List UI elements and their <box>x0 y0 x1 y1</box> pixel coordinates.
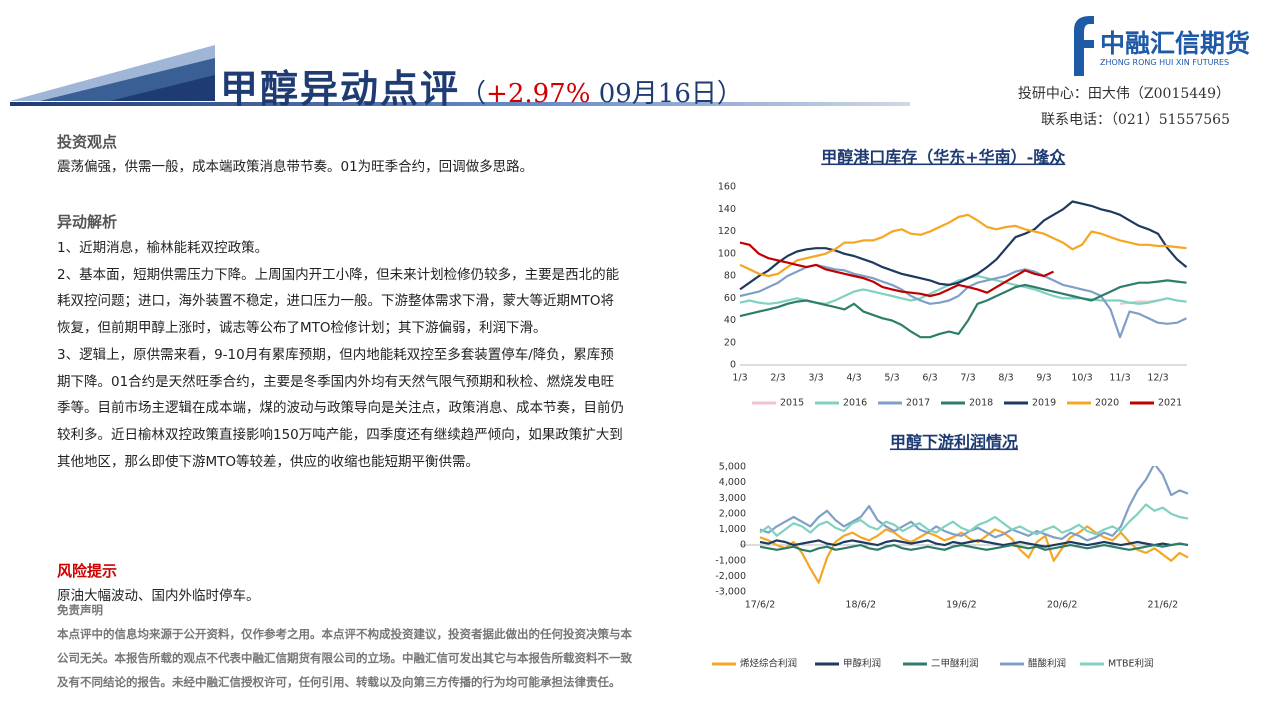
disclaimer-text: 本点评中的信息均来源于公开资料，仅作参考之用。本点评不构成投资建议，投资者据此做… <box>57 627 632 689</box>
y-tick-label: 3,000 <box>719 493 746 504</box>
legend-label: 2018 <box>969 398 993 409</box>
legend-label: 2015 <box>780 398 804 409</box>
logo-english: ZHONG RONG HUI XIN FUTURES <box>1100 58 1230 67</box>
section-heading: 风险提示 <box>57 562 118 580</box>
section-heading: 异动解析 <box>57 213 118 231</box>
legend-label: 2019 <box>1032 398 1056 409</box>
x-tick-label: 18/6/2 <box>845 600 876 611</box>
x-tick-label: 2/3 <box>770 373 785 384</box>
x-tick-label: 20/6/2 <box>1047 600 1078 611</box>
x-tick-label: 5/3 <box>884 373 899 384</box>
y-tick-label: 4,000 <box>719 477 746 488</box>
y-tick-label: 20 <box>724 337 736 348</box>
series-line <box>739 241 1054 298</box>
x-tick-label: 1/3 <box>732 373 747 384</box>
y-tick-label: 0 <box>740 540 746 551</box>
x-tick-label: 3/3 <box>808 373 823 384</box>
legend-label: 醋酸利润 <box>1028 658 1066 670</box>
x-tick-label: 10/3 <box>1071 373 1092 384</box>
y-tick-label: 160 <box>718 182 736 193</box>
x-tick-label: 17/6/2 <box>745 600 776 611</box>
logo-mark <box>1074 16 1094 76</box>
analyst: 投研中心：田大伟（Z0015449） <box>1017 86 1230 102</box>
legend-label: 2016 <box>843 398 867 409</box>
y-tick-label: 0 <box>730 360 736 371</box>
analysis-list: 1、近期消息，榆林能耗双控政策。 2、基本面，短期供需压力下降。上周国内开工小降… <box>57 235 627 475</box>
x-tick-label: 6/3 <box>922 373 937 384</box>
legend-label: MTBE利润 <box>1108 658 1154 670</box>
y-tick-label: 140 <box>718 204 736 215</box>
legend-label: 2021 <box>1158 398 1182 409</box>
title-text: 甲醇异动点评 <box>220 66 461 111</box>
section-text: 震荡偏强，供需一般，成本端政策消息带节奏。01为旺季合约，回调做多思路。 <box>57 159 534 175</box>
series-line <box>739 200 1188 291</box>
change: +2.97% <box>486 79 591 109</box>
chart-title: 甲醇下游利润情况 <box>890 433 1018 452</box>
series-line <box>739 279 1187 339</box>
x-tick-label: 21/6/2 <box>1148 600 1179 611</box>
paren: ） <box>716 79 743 109</box>
series-line <box>759 503 1189 537</box>
section-heading: 投资观点 <box>57 133 118 151</box>
series-line <box>759 542 1189 553</box>
series-line <box>759 525 1189 584</box>
y-tick-label: -2,000 <box>715 571 746 582</box>
y-tick-label: 60 <box>724 293 736 304</box>
y-tick-label: 120 <box>718 226 736 237</box>
analysis-item: 2、基本面，短期供需压力下降。上周国内开工小降，但未来计划检修仍较多，主要是西北… <box>57 266 620 337</box>
y-tick-label: -1,000 <box>715 555 746 566</box>
x-tick-label: 12/3 <box>1147 373 1168 384</box>
y-tick-label: -3,000 <box>715 587 746 598</box>
title: 甲醇异动点评（+2.97% 09月16日） <box>220 58 743 113</box>
header-shape <box>110 75 215 101</box>
series-group <box>739 200 1188 339</box>
disclaimer-heading: 免责声明 <box>57 603 103 617</box>
legend-label: 二甲醚利润 <box>931 658 979 670</box>
legend-label: 烯烃综合利润 <box>740 658 797 670</box>
header-rule <box>10 102 910 106</box>
x-tick-label: 19/6/2 <box>946 600 977 611</box>
date: 09月16日 <box>598 79 717 109</box>
y-tick-label: 1,000 <box>719 524 746 535</box>
subtitle: （+2.97% 09月16日） <box>460 79 743 109</box>
x-tick-label: 4/3 <box>846 373 861 384</box>
y-tick-label: 2,000 <box>719 508 746 519</box>
x-tick-label: 8/3 <box>998 373 1013 384</box>
logo-name: 中融汇信期货 <box>1100 29 1251 58</box>
paren: （ <box>460 79 487 109</box>
series-line <box>759 466 1189 542</box>
y-tick-label: 5,000 <box>719 462 746 473</box>
x-tick-label: 9/3 <box>1036 373 1051 384</box>
analysis-item: 3、逻辑上，原供需来看，9-10月有累库预期，但内地能耗双控至多套装置停车/降负… <box>57 346 624 470</box>
y-tick-label: 80 <box>724 271 736 282</box>
y-tick-label: 100 <box>718 248 736 259</box>
section-text: 原油大幅波动、国内外临时停车。 <box>57 588 260 604</box>
y-tick-label: 40 <box>724 315 736 326</box>
chart-title: 甲醇港口库存（华东+华南）-隆众 <box>821 148 1066 167</box>
legend-label: 甲醇利润 <box>843 658 881 670</box>
legend-label: 2020 <box>1095 398 1119 409</box>
phone: 联系电话：（021）51557565 <box>1041 112 1230 128</box>
analysis-item: 1、近期消息，榆林能耗双控政策。 <box>57 240 269 256</box>
series-line <box>739 213 1187 278</box>
series-group <box>759 466 1189 584</box>
legend-label: 2017 <box>906 398 930 409</box>
x-tick-label: 7/3 <box>960 373 975 384</box>
x-tick-label: 11/3 <box>1109 373 1130 384</box>
series-line <box>759 539 1189 548</box>
